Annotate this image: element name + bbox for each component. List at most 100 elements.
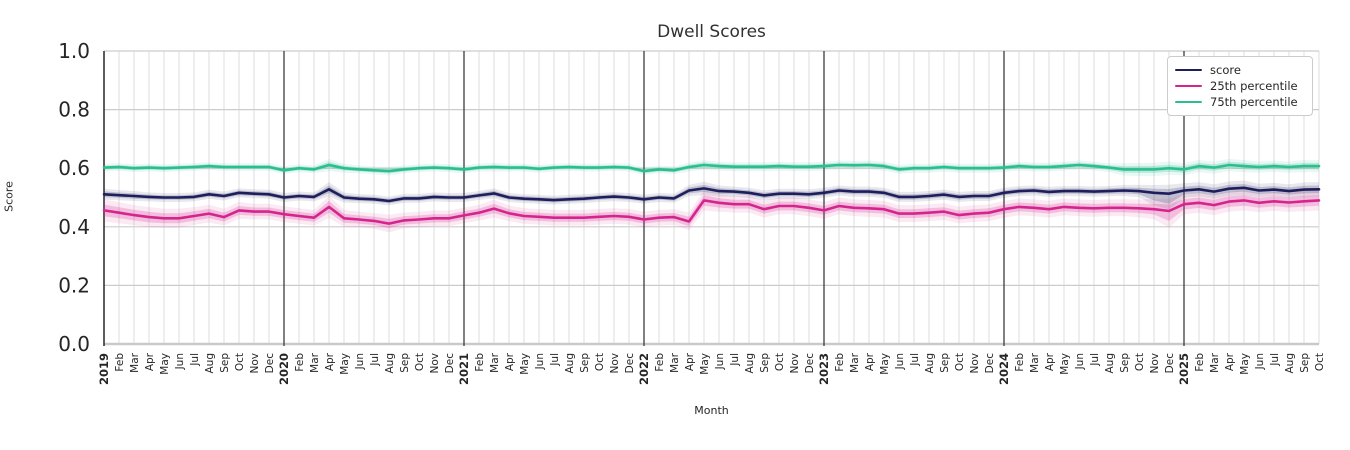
x-tick-label-month: Jul bbox=[369, 353, 381, 367]
x-tick-label-month: Mar bbox=[309, 352, 321, 372]
x-tick-label-month: Sep bbox=[1119, 353, 1131, 373]
x-tick-label-month: Sep bbox=[579, 353, 591, 373]
x-tick-label-month: May bbox=[339, 353, 351, 375]
x-tick-label-month: Jun bbox=[1254, 353, 1266, 370]
x-tick-label-month: Jul bbox=[549, 353, 561, 367]
x-tick-label-year: 2021 bbox=[457, 353, 471, 385]
x-tick-label-month: Sep bbox=[399, 353, 411, 373]
percentile-75-line-swatch bbox=[1175, 100, 1202, 104]
x-tick-label-year: 2023 bbox=[817, 353, 831, 385]
x-tick-label-month: Oct bbox=[594, 353, 606, 371]
x-tick-label-month: Jun bbox=[174, 353, 186, 370]
x-tick-label-month: May bbox=[1239, 353, 1251, 375]
x-tick-label-month: Dec bbox=[1164, 353, 1176, 374]
x-tick-label-month: Jul bbox=[189, 353, 201, 367]
x-tick-label-month: Aug bbox=[1284, 353, 1296, 374]
x-tick-label-month: Jul bbox=[1089, 353, 1101, 367]
x-tick-label-month: Sep bbox=[219, 353, 231, 373]
x-tick-label-month: Nov bbox=[789, 353, 801, 374]
x-tick-label-month: Feb bbox=[114, 353, 126, 372]
x-tick-label-month: Dec bbox=[984, 353, 996, 374]
x-tick-label-month: Mar bbox=[849, 352, 861, 372]
x-tick-label-month: Aug bbox=[204, 353, 216, 374]
x-tick-label-month: Oct bbox=[1134, 353, 1146, 371]
y-tick-label: 0.0 bbox=[58, 332, 90, 356]
x-tick-label-month: Dec bbox=[444, 353, 456, 374]
legend-label: 25th percentile bbox=[1210, 79, 1298, 93]
x-tick-label-month: Sep bbox=[1299, 353, 1311, 373]
legend-item-25th-percentile: 25th percentile bbox=[1175, 78, 1304, 94]
series-line-25th-percentile bbox=[102, 199, 1321, 225]
x-tick-label-month: Mar bbox=[1029, 352, 1041, 372]
y-tick-label: 0.6 bbox=[58, 156, 90, 180]
x-tick-label-month: Aug bbox=[384, 353, 396, 374]
x-tick-label-month: Apr bbox=[144, 352, 156, 371]
y-tick-label: 1.0 bbox=[58, 39, 90, 63]
x-tick-label-month: Jul bbox=[909, 353, 921, 367]
x-tick-label-year: 2025 bbox=[1177, 353, 1191, 385]
confidence-band-score bbox=[104, 180, 1319, 210]
legend: score 25th percentile 75th percentile bbox=[1167, 56, 1313, 116]
x-tick-label-month: Apr bbox=[324, 352, 336, 371]
confidence-band-75th-percentile bbox=[104, 158, 1319, 177]
x-tick-labels: 2019 Feb Mar Apr May Jun Jul Aug Sep Oct Nov Dec 202… bbox=[97, 352, 1326, 385]
x-tick-label-month: Dec bbox=[624, 353, 636, 374]
x-tick-label-month: Aug bbox=[744, 353, 756, 374]
x-tick-label-month: Feb bbox=[474, 353, 486, 372]
x-tick-label-month: Apr bbox=[1224, 352, 1236, 371]
x-tick-label-month: Oct bbox=[414, 353, 426, 371]
y-tick-label: 0.8 bbox=[58, 98, 90, 122]
x-tick-label-month: Aug bbox=[1104, 353, 1116, 374]
x-tick-label-month: Mar bbox=[669, 352, 681, 372]
y-tick-label: 0.2 bbox=[58, 273, 90, 297]
x-tick-label-month: Feb bbox=[294, 353, 306, 372]
x-tick-label-month: Apr bbox=[1044, 352, 1056, 371]
chart-title: Dwell Scores bbox=[657, 22, 766, 42]
x-tick-label-month: Feb bbox=[834, 353, 846, 372]
x-tick-label-month: Oct bbox=[1314, 353, 1326, 371]
x-tick-label-month: Mar bbox=[129, 352, 141, 372]
legend-item-score: score bbox=[1175, 62, 1304, 78]
x-tick-label-month: Dec bbox=[264, 353, 276, 374]
x-tick-label-year: 2022 bbox=[637, 353, 651, 385]
score-line-swatch bbox=[1175, 68, 1202, 72]
x-axis-label: Month bbox=[694, 404, 729, 417]
x-tick-label-month: Apr bbox=[684, 352, 696, 371]
confidence-band-75th-percentile bbox=[104, 161, 1319, 174]
x-tick-label-month: Feb bbox=[654, 353, 666, 372]
percentile-25-line-swatch bbox=[1175, 84, 1202, 88]
x-tick-label-month: Sep bbox=[939, 353, 951, 373]
x-tick-label-month: Jun bbox=[714, 353, 726, 370]
x-tick-label-month: May bbox=[699, 353, 711, 375]
x-tick-label-month: May bbox=[159, 353, 171, 375]
confidence-band-25th-percentile bbox=[104, 190, 1319, 233]
x-tick-label-year: 2020 bbox=[277, 353, 291, 385]
x-tick-label-month: Jul bbox=[729, 353, 741, 367]
x-tick-label-month: Jun bbox=[894, 353, 906, 370]
x-tick-label-month: Jun bbox=[1074, 353, 1086, 370]
x-tick-label-month: Nov bbox=[609, 353, 621, 374]
series-line-75th-percentile bbox=[102, 163, 1321, 173]
x-tick-label-month: Aug bbox=[564, 353, 576, 374]
x-tick-label-month: Nov bbox=[1149, 353, 1161, 374]
x-tick-label-month: Oct bbox=[774, 353, 786, 371]
legend-item-75th-percentile: 75th percentile bbox=[1175, 94, 1304, 110]
x-tick-label-month: Nov bbox=[429, 353, 441, 374]
x-tick-label-year: 2024 bbox=[997, 353, 1011, 385]
x-tick-label-year: 2019 bbox=[97, 353, 111, 385]
x-tick-label-month: Nov bbox=[249, 353, 261, 374]
x-tick-label-month: Oct bbox=[234, 353, 246, 371]
x-tick-label-month: Mar bbox=[1209, 352, 1221, 372]
x-tick-label-month: Apr bbox=[504, 352, 516, 371]
x-tick-label-month: May bbox=[519, 353, 531, 375]
x-tick-label-month: Mar bbox=[489, 352, 501, 372]
x-tick-label-month: Nov bbox=[969, 353, 981, 374]
x-tick-label-month: Jun bbox=[534, 353, 546, 370]
x-tick-label-month: Jun bbox=[354, 353, 366, 370]
x-tick-label-month: Dec bbox=[804, 353, 816, 374]
x-tick-label-month: Sep bbox=[759, 353, 771, 373]
x-tick-label-month: May bbox=[879, 353, 891, 375]
x-tick-label-month: May bbox=[1059, 353, 1071, 375]
